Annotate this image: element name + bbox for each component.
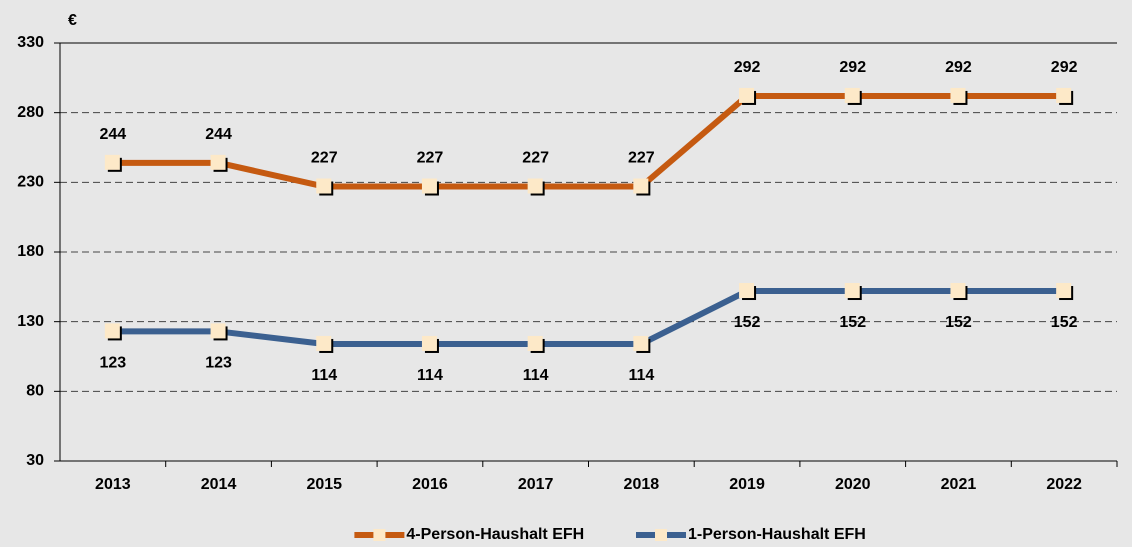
y-tick-label: 130 <box>17 313 44 330</box>
x-tick-label: 2018 <box>624 476 660 493</box>
marker <box>104 154 120 170</box>
marker <box>633 178 649 194</box>
data-label: 152 <box>1051 314 1078 331</box>
data-label: 114 <box>628 367 654 384</box>
data-label: 227 <box>522 150 549 167</box>
marker <box>950 283 966 299</box>
data-label: 114 <box>417 367 443 384</box>
y-axis-unit: € <box>68 12 77 29</box>
legend-label: 1-Person-Haushalt EFH <box>688 526 866 543</box>
data-label: 292 <box>734 59 761 76</box>
data-label: 292 <box>1051 59 1078 76</box>
data-label: 114 <box>523 367 549 384</box>
y-tick-label: 280 <box>17 104 44 121</box>
data-label: 227 <box>311 150 338 167</box>
marker <box>739 87 755 103</box>
marker <box>950 87 966 103</box>
x-tick-label: 2019 <box>729 476 765 493</box>
marker <box>844 87 860 103</box>
x-tick-label: 2022 <box>1046 476 1082 493</box>
marker <box>1056 87 1072 103</box>
data-label: 292 <box>945 59 972 76</box>
marker <box>316 178 332 194</box>
x-tick-label: 2014 <box>201 476 237 493</box>
x-tick-label: 2017 <box>518 476 554 493</box>
marker <box>844 283 860 299</box>
data-label: 123 <box>205 355 232 372</box>
y-tick-label: 180 <box>17 243 44 260</box>
data-label: 152 <box>945 314 972 331</box>
marker <box>210 154 226 170</box>
data-label: 244 <box>99 126 126 143</box>
marker <box>527 335 543 351</box>
marker <box>527 178 543 194</box>
marker <box>104 323 120 339</box>
y-tick-label: 230 <box>17 174 44 191</box>
series-line <box>112 288 1065 347</box>
series-line <box>112 92 1065 190</box>
marker <box>316 335 332 351</box>
marker <box>421 178 437 194</box>
y-tick-label: 80 <box>26 383 44 400</box>
data-label: 244 <box>205 126 232 143</box>
legend-label: 4-Person-Haushalt EFH <box>406 526 584 543</box>
data-label: 152 <box>839 314 866 331</box>
marker <box>421 335 437 351</box>
legend-marker <box>373 529 386 541</box>
x-tick-label: 2016 <box>412 476 448 493</box>
data-label: 152 <box>734 314 761 331</box>
data-label: 292 <box>839 59 866 76</box>
data-label: 227 <box>628 150 655 167</box>
marker <box>633 335 649 351</box>
data-label: 227 <box>417 150 444 167</box>
x-tick-label: 2020 <box>835 476 871 493</box>
data-label: 123 <box>99 355 126 372</box>
x-tick-label: 2021 <box>941 476 977 493</box>
y-tick-label: 330 <box>17 34 44 51</box>
data-label: 114 <box>311 367 337 384</box>
marker <box>1056 283 1072 299</box>
x-tick-label: 2015 <box>306 476 342 493</box>
y-tick-label: 30 <box>26 452 44 469</box>
marker <box>739 283 755 299</box>
marker <box>210 323 226 339</box>
x-tick-label: 2013 <box>95 476 131 493</box>
legend-marker <box>655 529 667 541</box>
